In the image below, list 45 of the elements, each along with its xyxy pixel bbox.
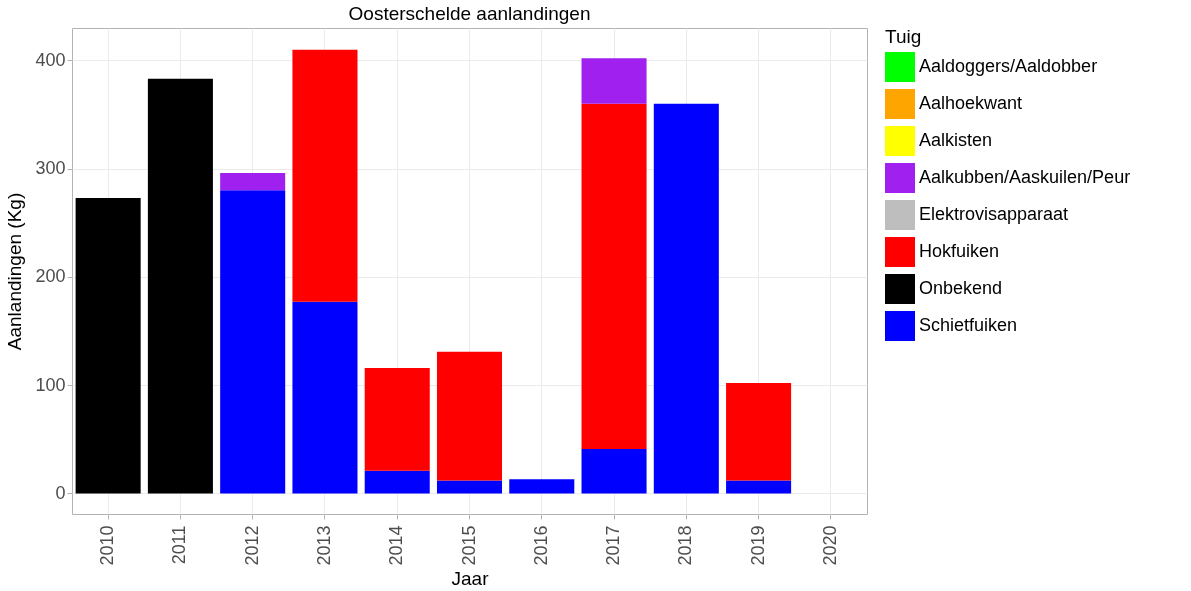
bar — [581, 103, 647, 450]
bar — [292, 301, 358, 494]
legend-label: Hokfuiken — [919, 241, 1000, 261]
legend-label: Onbekend — [919, 278, 1003, 298]
bar — [653, 103, 719, 494]
y-tick-label: 0 — [55, 482, 66, 503]
bar — [726, 383, 792, 481]
x-tick-label: 2016 — [530, 525, 551, 566]
legend-label: Aaldoggers/Aaldobber — [919, 56, 1098, 76]
bar — [292, 49, 358, 302]
x-tick-label: 2015 — [458, 525, 479, 566]
bar — [581, 58, 647, 104]
bar — [75, 197, 141, 494]
y-axis-title: Aanlandingen (Kg) — [4, 192, 26, 351]
x-tick-label: 2020 — [819, 525, 840, 566]
y-tick-label: 200 — [35, 266, 66, 287]
x-tick-label: 2011 — [169, 525, 190, 565]
x-tick-label: 2019 — [747, 525, 768, 566]
bar — [147, 78, 213, 494]
x-tick-label: 2012 — [241, 525, 262, 566]
bar — [220, 190, 286, 494]
x-axis-title: Jaar — [451, 567, 490, 589]
x-tick-label: 2013 — [313, 525, 334, 566]
bar — [726, 480, 792, 494]
bar — [581, 449, 647, 494]
bar — [436, 480, 503, 494]
x-tick-label: 2010 — [97, 525, 118, 566]
x-tick-label: 2018 — [675, 525, 696, 566]
legend-label: Aalkisten — [919, 130, 993, 150]
bar — [509, 479, 575, 494]
legend-title: Tuig — [885, 26, 922, 47]
bar — [220, 173, 286, 191]
bar — [436, 351, 503, 481]
chart-title: Oosterschelde aanlandingen — [348, 3, 591, 24]
x-tick-label: 2017 — [603, 525, 624, 566]
y-tick-label: 300 — [35, 158, 66, 179]
x-tick-label: 2014 — [386, 525, 407, 566]
bar — [364, 470, 430, 494]
legend-label: Aalhoekwant — [919, 93, 1023, 113]
y-tick-label: 100 — [35, 374, 66, 395]
legend-label: Elektrovisapparaat — [919, 204, 1069, 224]
y-tick-label: 400 — [35, 49, 66, 70]
legend-label: Aalkubben/Aaskuilen/Peur — [919, 167, 1131, 187]
bar — [364, 367, 430, 471]
legend-label: Schietfuiken — [919, 315, 1018, 335]
